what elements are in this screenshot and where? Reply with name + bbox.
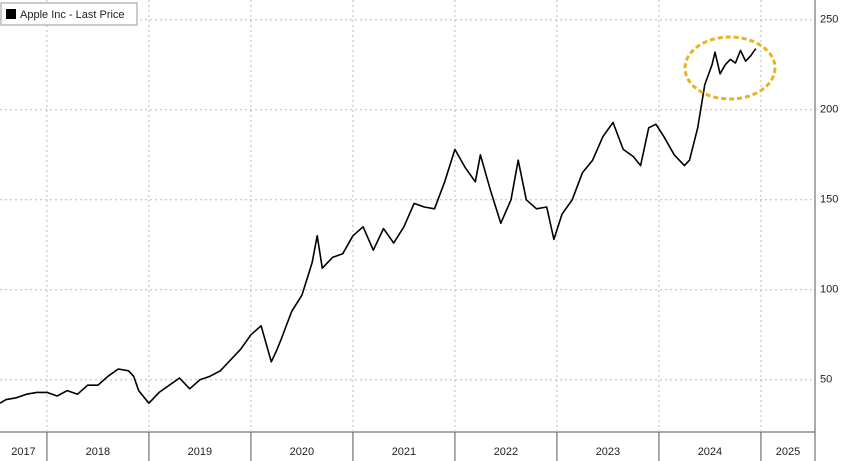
x-tick-label: 2017 — [11, 446, 35, 458]
highlight-ellipse — [683, 35, 777, 101]
x-tick-label: 2023 — [596, 446, 620, 458]
y-tick-label: 150 — [820, 194, 838, 206]
legend-swatch — [6, 9, 16, 19]
x-tick-label: 2024 — [698, 446, 722, 458]
legend-label: Apple Inc - Last Price — [20, 9, 125, 21]
legend-box — [0, 2, 138, 26]
x-tick-label: 2022 — [494, 446, 518, 458]
y-tick-label: 50 — [820, 374, 832, 386]
x-tick-label: 2020 — [290, 446, 314, 458]
y-tick-label: 100 — [820, 284, 838, 296]
legend: Apple Inc - Last Price — [0, 2, 138, 26]
x-tick-label: 2021 — [392, 446, 416, 458]
y-tick-label: 250 — [820, 14, 838, 26]
x-tick-label: 2025 — [776, 446, 800, 458]
x-tick-label: 2018 — [86, 446, 110, 458]
y-tick-label: 200 — [820, 104, 838, 116]
x-tick-label: 2019 — [188, 446, 212, 458]
price-line — [0, 48, 757, 404]
